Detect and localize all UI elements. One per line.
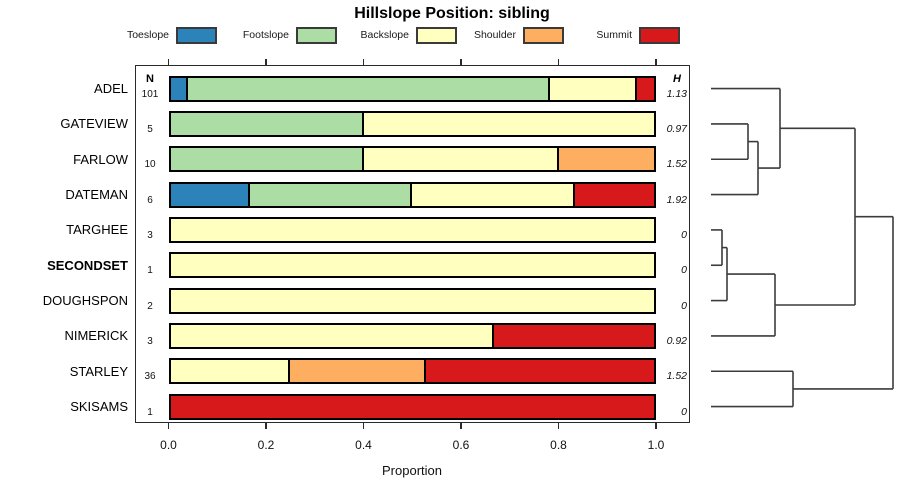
legend-label-shoulder: Shoulder [473, 29, 516, 41]
n-value-targhee: 3 [147, 229, 153, 241]
bar-segment-dateman-footslope [247, 181, 413, 208]
h-column-header: H [673, 73, 681, 85]
h-value-dateman: 1.92 [666, 193, 687, 206]
x-axis-tick-label: 0.8 [550, 438, 567, 452]
row-label-doughspon: DOUGHSPON [42, 293, 128, 309]
bar-segment-gateview-footslope [168, 110, 364, 137]
row-label-nimerick: NIMERICK [64, 328, 128, 344]
row-label-targhee: TARGHEE [66, 222, 128, 238]
bar-segment-dateman-toeslope [168, 181, 250, 208]
x-axis-tick-top [167, 59, 170, 65]
bar-segment-starley-shoulder [288, 358, 426, 385]
x-axis-tick-label: 1.0 [647, 438, 665, 452]
n-value-secondset: 1 [147, 265, 153, 277]
x-axis-tick-bottom [167, 423, 170, 429]
x-axis-tick-bottom [460, 423, 462, 429]
n-column-header: N [146, 73, 154, 85]
x-axis-tick-top [460, 59, 462, 65]
x-axis-tick-bottom [557, 423, 560, 429]
row-label-starley: STARLEY [69, 363, 128, 379]
h-value-skisams: 0 [681, 405, 687, 418]
legend-swatch-footslope [296, 27, 337, 44]
x-axis-tick-label: 0.0 [160, 438, 177, 452]
bar-segment-doughspon-backslope [168, 287, 656, 314]
n-value-adel: 101 [141, 88, 159, 100]
n-value-nimerick: 3 [147, 335, 153, 347]
row-label-adel: ADEL [94, 81, 128, 97]
n-value-doughspon: 2 [147, 300, 153, 312]
legend-swatch-summit [639, 27, 680, 44]
x-axis-tick-label: 0.2 [257, 438, 275, 452]
x-axis-tick-top [362, 59, 365, 65]
bar-segment-nimerick-backslope [168, 322, 494, 349]
bar-segment-gateview-backslope [361, 110, 656, 137]
h-value-adel: 1.13 [666, 87, 687, 100]
row-label-dateman: DATEMAN [65, 187, 128, 203]
bar-segment-farlow-backslope [361, 146, 559, 173]
legend-swatch-toeslope [176, 27, 217, 44]
n-value-dateman: 6 [147, 194, 153, 206]
h-value-gateview: 0.97 [666, 122, 687, 135]
row-label-skisams: SKISAMS [70, 399, 128, 415]
x-axis-tick-bottom [265, 423, 267, 429]
x-axis-tick-top [655, 59, 657, 65]
row-label-gateview: GATEVIEW [60, 116, 128, 132]
bar-segment-adel-footslope [185, 75, 550, 102]
bar-segment-skisams-summit [168, 393, 656, 420]
h-value-nimerick: 0.92 [666, 334, 687, 347]
chart-title: Hillslope Position: sibling [354, 5, 550, 22]
bar-segment-adel-summit [634, 75, 656, 102]
legend-label-summit: Summit [596, 29, 632, 41]
h-value-secondset: 0 [681, 264, 687, 277]
bar-segment-adel-backslope [547, 75, 637, 102]
n-value-gateview: 5 [147, 123, 153, 135]
legend-swatch-shoulder [523, 27, 564, 44]
bar-segment-nimerick-summit [491, 322, 656, 349]
x-axis-tick-top [265, 59, 267, 65]
bar-segment-starley-backslope [168, 358, 291, 385]
x-axis-tick-bottom [362, 423, 365, 429]
legend-swatch-backslope [416, 27, 457, 44]
h-value-starley: 1.52 [666, 370, 687, 383]
row-label-secondset: SECONDSET [47, 257, 128, 273]
x-axis-tick-label: 0.4 [355, 438, 372, 452]
bar-segment-dateman-backslope [410, 181, 575, 208]
h-value-doughspon: 0 [681, 299, 687, 312]
n-value-skisams: 1 [147, 406, 153, 418]
legend-label-footslope: Footslope [242, 29, 289, 41]
row-label-farlow: FARLOW [73, 151, 128, 167]
legend-label-toeslope: Toeslope [126, 29, 169, 41]
n-value-starley: 36 [144, 371, 156, 383]
x-axis-title: Proportion [382, 463, 442, 478]
x-axis-tick-bottom [655, 423, 657, 429]
bar-segment-starley-summit [423, 358, 656, 385]
bar-segment-dateman-summit [572, 181, 656, 208]
x-axis-tick-top [557, 59, 560, 65]
h-value-targhee: 0 [681, 228, 687, 241]
n-value-farlow: 10 [144, 159, 156, 171]
bar-segment-targhee-backslope [168, 216, 656, 243]
bar-segment-secondset-backslope [168, 252, 656, 279]
legend-label-backslope: Backslope [360, 29, 409, 41]
bar-segment-farlow-shoulder [556, 146, 656, 173]
bar-segment-farlow-footslope [168, 146, 364, 173]
x-axis-tick-label: 0.6 [452, 438, 470, 452]
h-value-farlow: 1.52 [666, 158, 687, 171]
